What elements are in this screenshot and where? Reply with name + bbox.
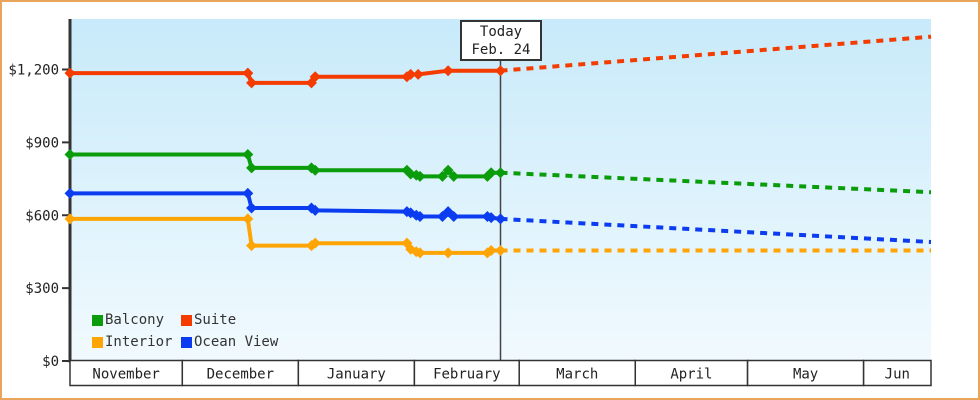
month-label: March xyxy=(556,367,598,383)
data-point-marker xyxy=(495,65,506,77)
data-point-marker xyxy=(64,187,76,199)
y-axis-label: $1,200 xyxy=(8,63,59,79)
legend-item-ocean-view: Ocean View xyxy=(181,334,278,350)
data-point-marker xyxy=(414,210,426,222)
data-point-marker xyxy=(64,149,76,161)
data-point-marker xyxy=(64,213,76,225)
data-point-marker xyxy=(495,244,506,256)
month-label: November xyxy=(92,367,159,383)
legend-label-balcony: Balcony xyxy=(105,312,165,328)
data-point-marker xyxy=(414,247,426,259)
legend: Balcony Suite Interior Ocean View xyxy=(92,312,278,350)
month-label: April xyxy=(670,367,712,383)
legend-item-balcony: Balcony xyxy=(92,312,181,328)
series-line-suite xyxy=(70,68,501,85)
y-axis-label: $900 xyxy=(25,135,59,151)
data-point-marker xyxy=(485,167,497,179)
data-point-marker xyxy=(442,247,454,259)
data-point-marker xyxy=(405,68,417,80)
balcony-swatch-icon xyxy=(92,314,103,326)
projection-line-balcony xyxy=(500,170,932,195)
data-point-marker xyxy=(495,213,506,225)
month-label: May xyxy=(793,367,818,383)
data-point-marker xyxy=(412,68,424,80)
data-point-marker xyxy=(442,164,454,176)
data-point-marker xyxy=(309,204,321,216)
month-label: December xyxy=(207,367,274,383)
legend-item-interior: Interior xyxy=(92,334,181,350)
interior-swatch-icon xyxy=(92,336,103,348)
today-label: Today xyxy=(479,23,523,40)
legend-label-interior: Interior xyxy=(105,334,173,350)
month-label: January xyxy=(327,367,386,383)
data-point-marker xyxy=(64,67,76,79)
y-axis-label: $600 xyxy=(25,208,59,224)
today-date: Feb. 24 xyxy=(471,41,531,58)
data-point-marker xyxy=(242,149,254,161)
y-axis-label: $300 xyxy=(25,281,59,297)
month-cell xyxy=(297,359,416,387)
legend-item-suite: Suite xyxy=(181,312,278,328)
data-point-marker xyxy=(246,162,258,174)
data-point-marker xyxy=(448,210,460,222)
month-label: Jun xyxy=(885,367,910,383)
data-point-marker xyxy=(414,170,426,182)
month-cell xyxy=(413,359,520,387)
month-label: February xyxy=(433,367,500,383)
data-point-marker xyxy=(442,65,454,77)
data-point-marker xyxy=(246,202,258,214)
month-cell xyxy=(181,359,300,387)
data-point-marker xyxy=(246,77,258,89)
month-cell xyxy=(746,359,865,387)
projection-line-suite xyxy=(500,34,932,73)
month-cell xyxy=(634,359,749,387)
data-point-marker xyxy=(309,237,321,249)
y-axis-label: $0 xyxy=(42,354,59,370)
legend-label-suite: Suite xyxy=(194,312,237,328)
ocean-view-swatch-icon xyxy=(181,336,192,348)
month-cell xyxy=(862,359,932,387)
data-point-marker xyxy=(495,167,506,179)
data-point-marker xyxy=(246,240,258,252)
suite-swatch-icon xyxy=(181,314,192,326)
data-point-marker xyxy=(485,244,497,256)
data-point-marker xyxy=(242,213,254,225)
legend-label-ocean-view: Ocean View xyxy=(194,334,279,350)
data-point-marker xyxy=(309,71,321,83)
data-point-marker xyxy=(309,164,321,176)
today-annotation-box: Today Feb. 24 xyxy=(460,20,542,61)
data-point-marker xyxy=(436,170,448,182)
data-point-marker xyxy=(242,187,254,199)
data-point-marker xyxy=(485,212,497,224)
projection-line-ocean-view xyxy=(500,216,932,244)
data-point-marker xyxy=(242,67,254,79)
data-point-marker xyxy=(448,170,460,182)
